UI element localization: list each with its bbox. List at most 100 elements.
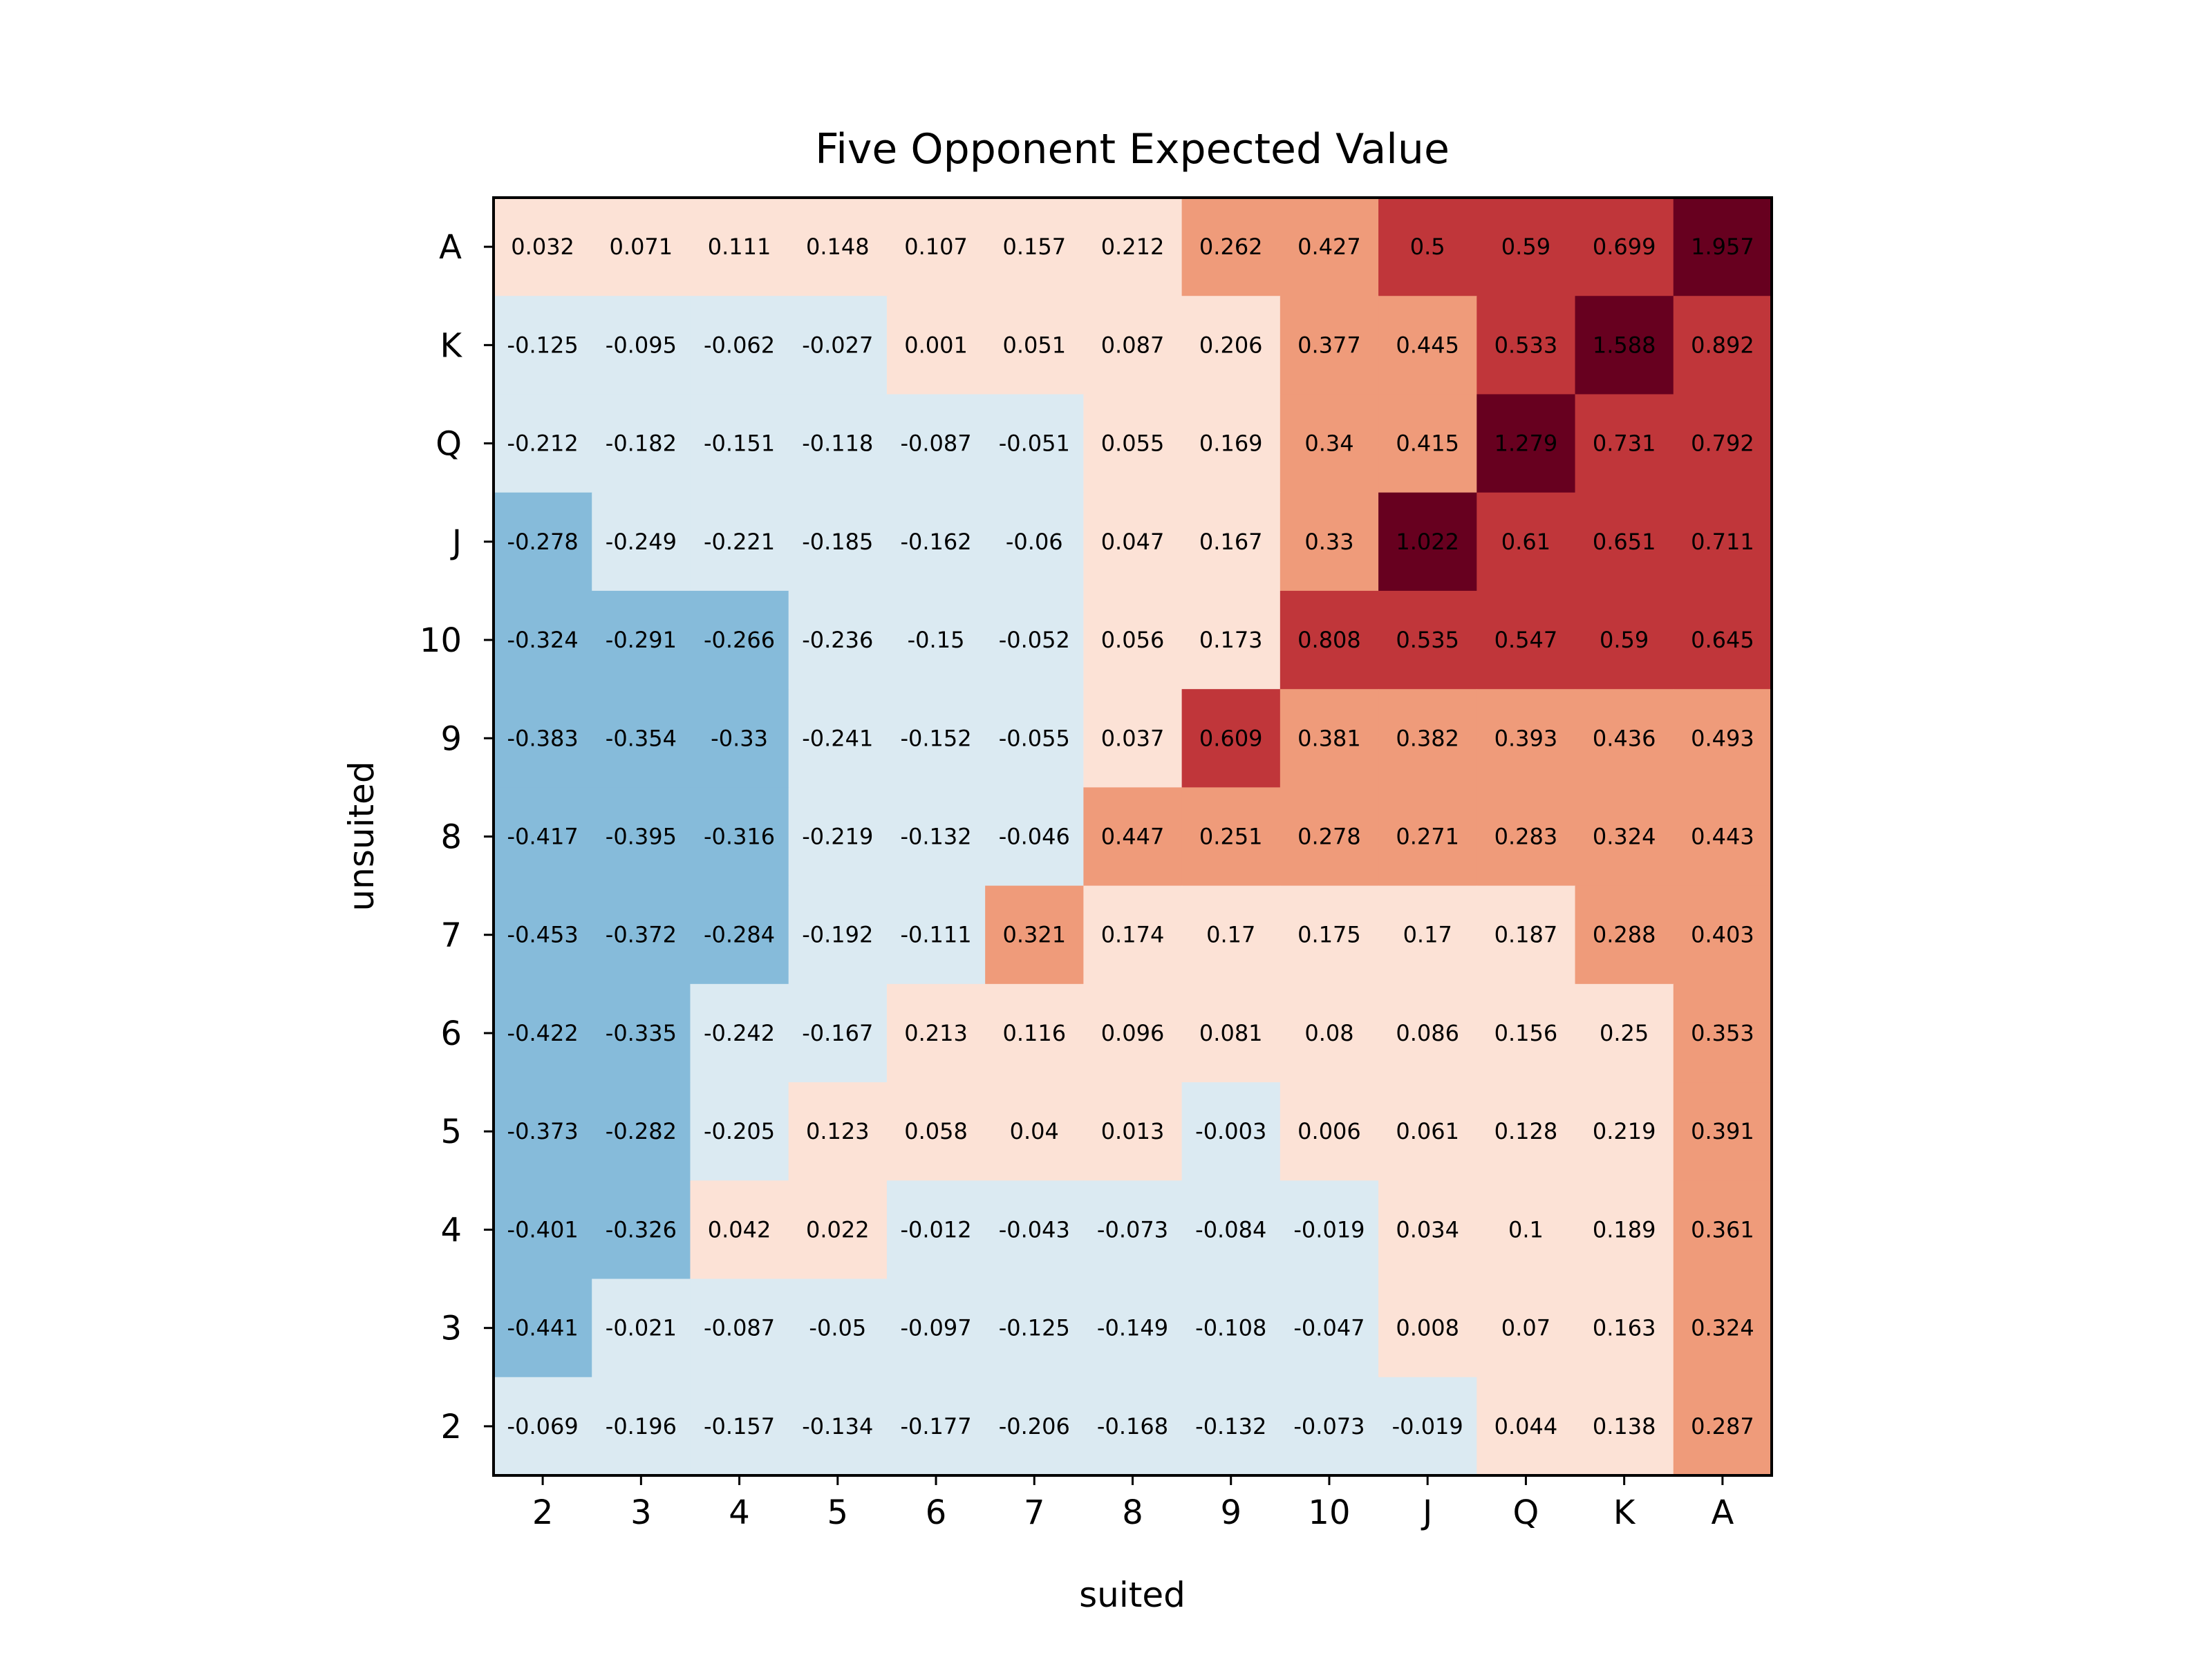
- heatmap-cell: [1673, 1082, 1772, 1181]
- cell-value-label: 0.006: [1297, 1118, 1361, 1144]
- heatmap-cell: [494, 1082, 592, 1181]
- cell-value-label: 0.04: [1010, 1118, 1059, 1144]
- cell-value-label: 0.892: [1691, 332, 1754, 358]
- cell-value-label: 0.391: [1691, 1118, 1754, 1144]
- heatmap-cell: [1673, 590, 1772, 690]
- heatmap-cell: [1280, 296, 1379, 395]
- cell-value-label: -0.168: [1097, 1413, 1168, 1439]
- cell-value-label: -0.019: [1392, 1413, 1463, 1439]
- cell-value-label: -0.441: [507, 1315, 579, 1341]
- cell-value-label: 0.071: [610, 234, 673, 260]
- heatmap-cell: [1575, 296, 1674, 395]
- heatmap-cell: [1378, 590, 1477, 690]
- heatmap-cell: [592, 394, 691, 493]
- heatmap-cell: [1280, 885, 1379, 985]
- cell-value-label: 0.321: [1002, 922, 1066, 948]
- cell-value-label: 0.59: [1600, 627, 1649, 653]
- cell-value-label: -0.062: [704, 332, 775, 358]
- x-tick-label: 10: [1308, 1493, 1350, 1532]
- heatmap-cell: [1378, 394, 1477, 493]
- heatmap-cell: [690, 1278, 789, 1378]
- heatmap-cell: [1181, 787, 1281, 887]
- cell-value-label: 0.651: [1593, 529, 1656, 555]
- heatmap-cell: [1083, 296, 1183, 395]
- heatmap-cell: [985, 1180, 1084, 1280]
- heatmap-cell: [1378, 1180, 1477, 1280]
- heatmap-cell: [592, 492, 691, 592]
- cell-value-label: 0.187: [1494, 922, 1558, 948]
- heatmap-cell: [788, 198, 888, 296]
- cell-value-label: -0.073: [1293, 1413, 1365, 1439]
- cell-value-label: -0.401: [507, 1216, 579, 1243]
- heatmap-cell: [788, 296, 888, 395]
- cell-value-label: 1.279: [1494, 431, 1558, 457]
- heatmap-cell: [494, 787, 592, 887]
- cell-value-label: -0.111: [900, 922, 971, 948]
- y-tick-label: A: [439, 228, 462, 267]
- cell-value-label: 0.251: [1199, 824, 1263, 850]
- heatmap-cell: [985, 1278, 1084, 1378]
- heatmap-cell: [886, 1278, 986, 1378]
- heatmap-cell: [1083, 1180, 1183, 1280]
- y-tick-label: J: [450, 523, 462, 562]
- heatmap-cell: [592, 689, 691, 788]
- y-axis: A K Q J 10 9 8 7 6 5 4 3 2: [420, 228, 494, 1446]
- heatmap-cell: [788, 590, 888, 690]
- heatmap-cell: [1673, 296, 1772, 395]
- heatmap-cell: [1378, 1377, 1477, 1476]
- heatmap-cell: [494, 885, 592, 985]
- cell-value-label: 0.278: [1297, 824, 1361, 850]
- heatmap-cell: [592, 198, 691, 296]
- cell-value-label: 0.427: [1297, 234, 1361, 260]
- cell-value-label: -0.242: [704, 1020, 775, 1046]
- heatmap-cell: [1378, 296, 1477, 395]
- cell-value-label: 0.061: [1396, 1118, 1459, 1144]
- heatmap-cell: [592, 885, 691, 985]
- heatmap-cell: [1673, 1180, 1772, 1280]
- cell-value-label: 0.533: [1494, 332, 1558, 358]
- heatmap-cell: [1083, 1278, 1183, 1378]
- heatmap-cell: [1083, 1377, 1183, 1476]
- heatmap-cell: [690, 983, 789, 1083]
- heatmap-cell: [592, 1278, 691, 1378]
- heatmap-cell: [985, 296, 1084, 395]
- cell-value-label: 0.086: [1396, 1020, 1459, 1046]
- heatmap-cell: [788, 492, 888, 592]
- x-tick-label: 7: [1024, 1493, 1045, 1532]
- cell-value-label: 0.361: [1691, 1216, 1754, 1243]
- x-tick-label: 3: [630, 1493, 652, 1532]
- heatmap-cell: [788, 787, 888, 887]
- heatmap-cell: [1575, 787, 1674, 887]
- cell-value-label: 1.957: [1691, 234, 1754, 260]
- heatmap-cell: [690, 787, 789, 887]
- cell-value-label: 0.056: [1101, 627, 1165, 653]
- heatmap-cell: [690, 1082, 789, 1181]
- cell-value-label: 0.042: [708, 1216, 771, 1243]
- heatmap-cell: [886, 885, 986, 985]
- chart-title: Five Opponent Expected Value: [815, 125, 1450, 173]
- cell-value-label: 0.699: [1593, 234, 1656, 260]
- cell-value-label: 0.219: [1593, 1118, 1656, 1144]
- heatmap-cell: [592, 787, 691, 887]
- cell-value-label: -0.021: [606, 1315, 677, 1341]
- heatmap-cell: [1575, 1278, 1674, 1378]
- heatmap-cell: [1083, 885, 1183, 985]
- heatmap-cell: [1181, 983, 1281, 1083]
- heatmap-cells: [494, 198, 1772, 1476]
- cell-value-label: -0.162: [900, 529, 971, 555]
- cell-value-label: 0.022: [806, 1216, 870, 1243]
- cell-value-label: 0.17: [1206, 922, 1255, 948]
- heatmap-cell: [788, 689, 888, 788]
- x-tick-label: J: [1421, 1493, 1432, 1532]
- cell-value-label: 0.156: [1494, 1020, 1558, 1046]
- x-tick-label: Q: [1513, 1493, 1539, 1532]
- cell-value-label: -0.073: [1097, 1216, 1168, 1243]
- cell-value-label: 0.044: [1494, 1413, 1558, 1439]
- heatmap-cell: [494, 394, 592, 493]
- heatmap-cell: [1378, 198, 1477, 296]
- cell-value-label: -0.05: [809, 1315, 866, 1341]
- cell-value-label: 0.116: [1002, 1020, 1066, 1046]
- cell-value-label: 0.324: [1593, 824, 1656, 850]
- cell-value-label: 0.5: [1410, 234, 1445, 260]
- heatmap-cell: [494, 1180, 592, 1280]
